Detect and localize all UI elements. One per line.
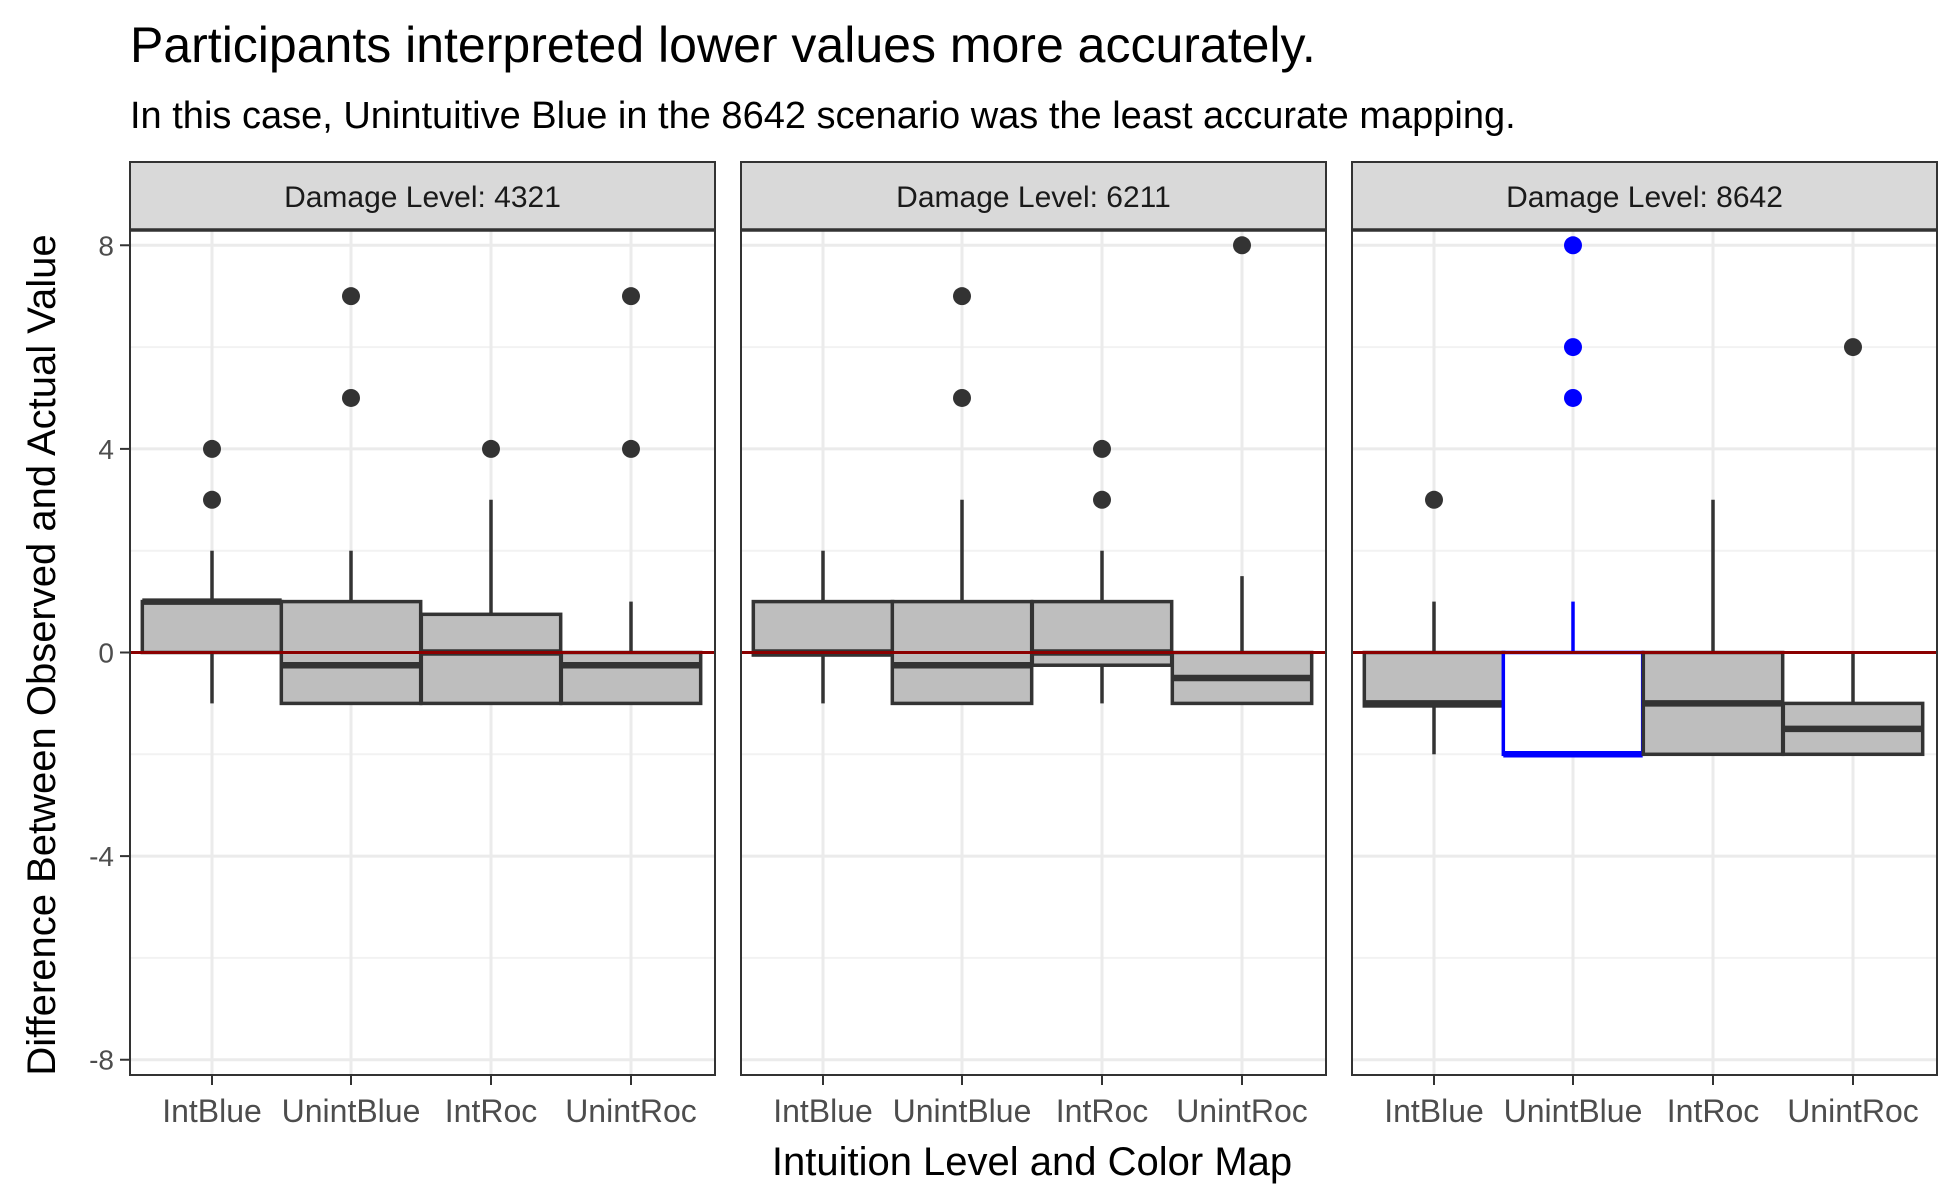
box-UnintRoc — [1170, 236, 1314, 706]
x-axis-title: Intuition Level and Color Map — [772, 1140, 1292, 1184]
outlier-point — [1093, 490, 1111, 509]
box-body — [140, 599, 284, 655]
box-IntRoc — [1030, 439, 1174, 704]
facet-strip — [740, 161, 1327, 231]
facet-panel-2: Damage Level: 6211 IntBlue UnintBlue IntRoc… — [740, 161, 1327, 1129]
box-UnintRoc — [1781, 338, 1925, 757]
x-tick-label: IntRoc — [1667, 1093, 1759, 1129]
outlier-point — [1844, 338, 1862, 357]
x-tick-label: UnintRoc — [1787, 1093, 1919, 1129]
outlier-point — [953, 388, 971, 407]
x-tick-label: UnintBlue — [1504, 1093, 1643, 1129]
outlier-point — [203, 439, 221, 458]
facet-strip — [1351, 161, 1938, 231]
facet-strip-label: Damage Level: 6211 — [896, 181, 1171, 214]
box-IntBlue — [140, 439, 284, 704]
box-UnintRoc — [559, 287, 703, 706]
y-tick-label: 8 — [98, 230, 114, 261]
x-tick-label: UnintRoc — [565, 1093, 697, 1129]
outlier-point — [1564, 388, 1582, 407]
x-tick-label: IntBlue — [162, 1093, 262, 1129]
outlier-point — [342, 388, 360, 407]
x-tick-label: UnintRoc — [1176, 1093, 1308, 1129]
outlier-point — [622, 287, 640, 306]
y-tick-label: 4 — [98, 434, 114, 465]
box-IntBlue — [1362, 490, 1506, 755]
y-axis-title: Difference Between Observed and Actual V… — [20, 234, 64, 1075]
x-tick-label: IntBlue — [1384, 1093, 1484, 1129]
box-IntRoc — [1641, 499, 1785, 757]
box-body — [1501, 650, 1645, 757]
box-body — [559, 650, 703, 706]
outlier-point — [203, 490, 221, 509]
outlier-point — [1093, 439, 1111, 458]
x-tick-label: UnintBlue — [893, 1093, 1032, 1129]
facet-panel-1: Damage Level: 4321 IntBlue UnintBlue IntRoc… — [129, 161, 716, 1129]
outlier-point — [1233, 236, 1251, 255]
chart-subtitle: In this case, Unintuitive Blue in the 86… — [130, 95, 1516, 137]
outlier-point — [622, 439, 640, 458]
outlier-point — [1564, 338, 1582, 357]
facet-strip-label: Damage Level: 8642 — [1506, 181, 1783, 214]
outlier-point — [482, 439, 500, 458]
facet-panel-3: Damage Level: 8642 IntBlue UnintBlue IntRoc… — [1351, 161, 1938, 1129]
box-body — [751, 599, 895, 657]
outlier-point — [953, 287, 971, 306]
outlier-point — [342, 287, 360, 306]
facet-panels: Damage Level: 4321 IntBlue UnintBlue IntRoc… — [89, 161, 1938, 1129]
y-tick-label: 0 — [98, 638, 114, 669]
facet-strip-label: Damage Level: 4321 — [284, 181, 561, 214]
outlier-point — [1564, 236, 1582, 255]
facet-strip — [129, 161, 716, 231]
y-tick-label: -8 — [89, 1045, 114, 1076]
x-tick-label: IntBlue — [773, 1093, 873, 1129]
outlier-point — [1425, 490, 1443, 509]
x-tick-label: IntRoc — [1056, 1093, 1148, 1129]
x-tick-label: UnintBlue — [282, 1093, 421, 1129]
box-body — [419, 612, 563, 706]
y-tick-label: -4 — [89, 841, 114, 872]
chart-title: Participants interpreted lower values mo… — [130, 17, 1316, 73]
box-body — [1362, 650, 1506, 708]
x-tick-label: IntRoc — [445, 1093, 537, 1129]
